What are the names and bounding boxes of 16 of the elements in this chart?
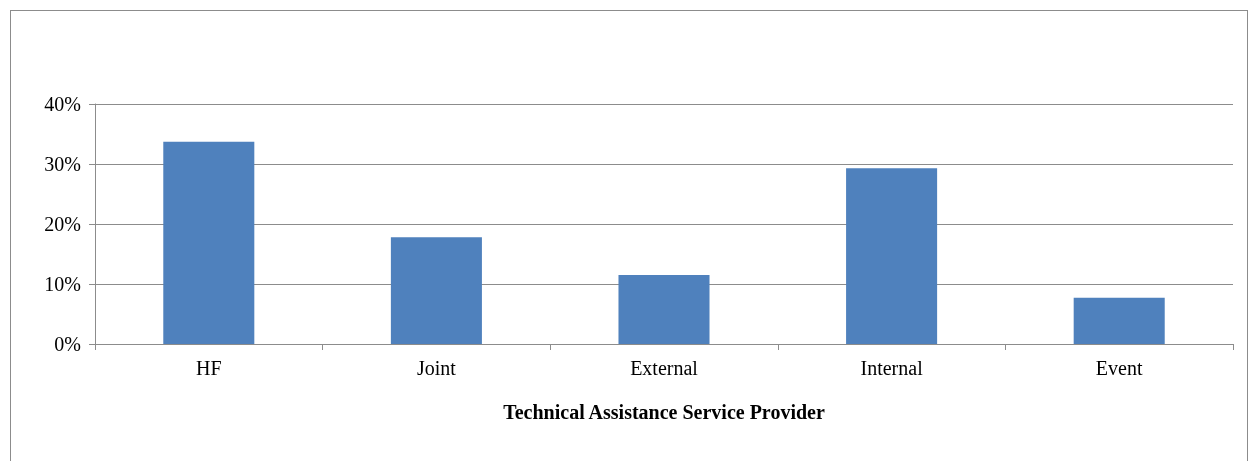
y-tick-label: 30%	[44, 153, 81, 175]
bar	[390, 237, 482, 344]
x-axis-title: Technical Assistance Service Provider	[503, 401, 825, 423]
bar	[163, 141, 255, 344]
y-tick-label: 0%	[54, 333, 81, 355]
y-tick-label: 40%	[44, 93, 81, 115]
x-tick-label: Internal	[860, 357, 924, 379]
bar	[618, 275, 710, 344]
y-tick-label: 20%	[44, 213, 81, 235]
x-tick-label: Event	[1095, 357, 1143, 379]
x-tick-label: External	[630, 357, 699, 379]
x-tick-label: HF	[196, 357, 222, 379]
x-tick-label: Joint	[416, 357, 457, 379]
bar	[1073, 297, 1165, 344]
bar	[846, 168, 938, 344]
y-tick-label: 10%	[44, 273, 81, 295]
